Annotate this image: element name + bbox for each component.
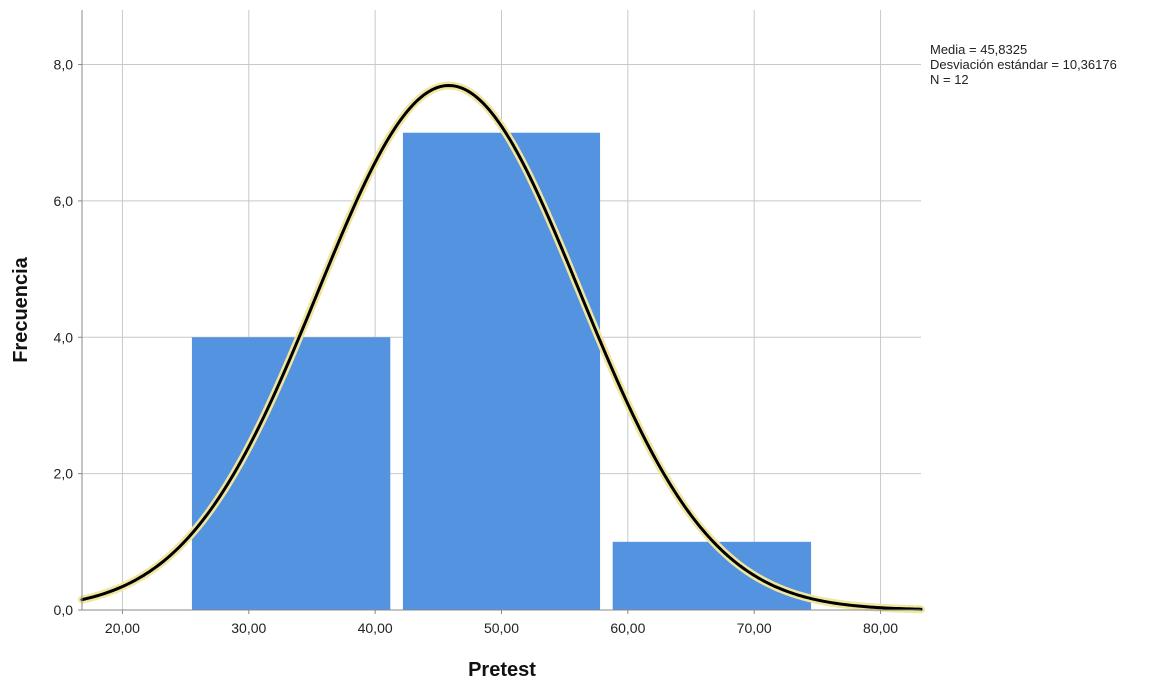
x-tick-label: 50,00 xyxy=(484,620,519,636)
x-tick-label: 40,00 xyxy=(358,620,393,636)
x-tick-label: 70,00 xyxy=(737,620,772,636)
y-tick-label: 0,0 xyxy=(54,602,74,618)
histogram-bar xyxy=(191,337,391,610)
normal-curve-line xyxy=(80,84,923,611)
stat-mean: Media = 45,8325 xyxy=(930,42,1027,57)
y-tick-label: 6,0 xyxy=(54,193,74,209)
stat-n: N = 12 xyxy=(930,72,969,87)
x-tick-labels: 20,00 30,00 40,00 50,00 60,00 70,00 80,00 xyxy=(105,610,898,636)
y-tick-label: 2,0 xyxy=(54,466,74,482)
y-axis-title: Frecuencia xyxy=(10,256,32,362)
stats-box: Media = 45,8325 Desviación estándar = 10… xyxy=(930,42,1117,87)
x-tick-label: 30,00 xyxy=(231,620,266,636)
x-axis-title: Pretest xyxy=(468,659,536,681)
histogram-bar xyxy=(612,541,812,610)
y-tick-label: 4,0 xyxy=(54,329,74,345)
histogram-bars xyxy=(191,132,812,610)
normal-curve xyxy=(78,81,925,614)
stat-sd: Desviación estándar = 10,36176 xyxy=(930,57,1117,72)
x-tick-label: 20,00 xyxy=(105,620,140,636)
y-tick-label: 8,0 xyxy=(54,57,74,73)
x-tick-label: 60,00 xyxy=(610,620,645,636)
y-tick-labels: 0,0 2,0 4,0 6,0 8,0 xyxy=(54,57,82,618)
histogram-bar xyxy=(402,132,601,610)
x-tick-label: 80,00 xyxy=(863,620,898,636)
